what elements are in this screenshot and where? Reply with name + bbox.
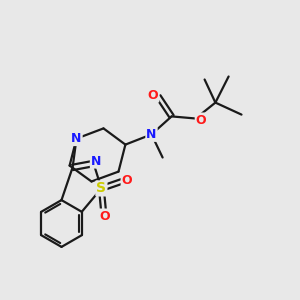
Text: O: O [122,173,132,187]
Text: N: N [71,132,82,145]
Text: N: N [91,154,101,168]
Text: S: S [96,182,106,195]
Text: O: O [100,209,110,223]
Text: O: O [196,113,206,127]
Text: N: N [146,128,157,141]
Text: O: O [148,88,158,102]
